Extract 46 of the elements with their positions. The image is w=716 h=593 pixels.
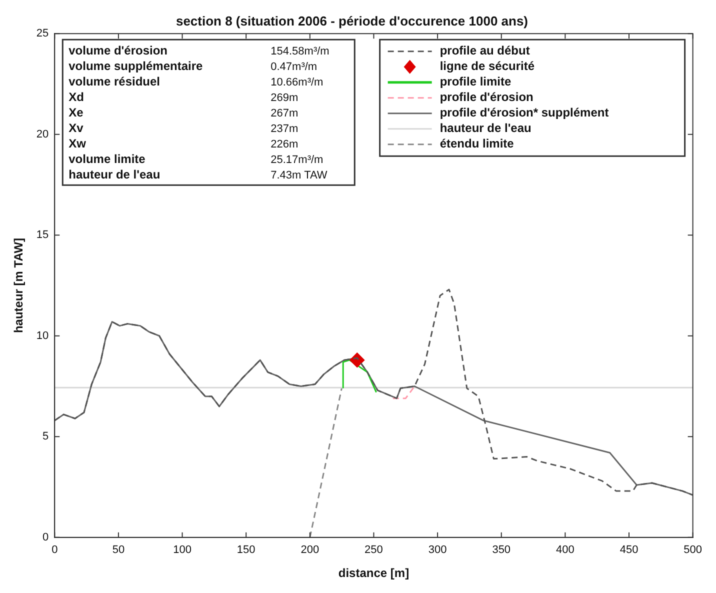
x-tick-label: 0 — [52, 544, 58, 556]
legend-label: profile au début — [440, 44, 530, 58]
annotation: 10.66m³/m — [270, 76, 324, 88]
x-tick-label: 100 — [173, 544, 192, 556]
y-tick-label: 5 — [42, 430, 49, 443]
annotation: 0.47m³/m — [270, 60, 318, 73]
x-tick-label: 350 — [492, 544, 511, 556]
x-tick-label: 450 — [620, 544, 638, 556]
annotation: 267m — [270, 107, 298, 120]
x-tick-label: 150 — [236, 544, 256, 556]
annotation: 237m — [270, 122, 298, 135]
annotation: Xd — [68, 90, 84, 104]
annotation: volume résiduel — [68, 74, 160, 89]
x-tick-label: 250 — [364, 544, 383, 556]
x-tick-label: 300 — [428, 544, 447, 556]
annotation: Xv — [68, 121, 84, 136]
x-tick-label: 200 — [300, 544, 320, 556]
y-tick-label: 0 — [42, 531, 49, 544]
annotation: Xw — [68, 136, 87, 151]
legend-label: hauteur de l'eau — [440, 121, 532, 136]
y-axis-title: hauteur [m TAW] — [12, 238, 26, 334]
x-tick-label: 500 — [684, 544, 702, 556]
y-tick-label: 10 — [36, 330, 49, 342]
annotation: 25.17m³/m — [270, 154, 324, 166]
annotation: hauteur de l'eau — [68, 168, 160, 182]
annotation: 7.43m TAW — [270, 169, 328, 182]
x-tick-label: 400 — [556, 544, 574, 556]
legend-label: profile limite — [440, 74, 512, 89]
x-axis-title: distance [m] — [338, 566, 410, 580]
line-series — [54, 288, 693, 496]
annotation: 226m — [270, 138, 298, 150]
y-tick-label: 25 — [36, 28, 49, 40]
annotation: 269m — [270, 92, 298, 104]
x-tick-label: 50 — [112, 544, 125, 556]
legend-label: profile d'érosion* supplément — [440, 106, 609, 120]
chart-title: section 8 (situation 2006 - période d'occurence 1000 ans) — [176, 13, 528, 28]
y-tick-label: 15 — [36, 229, 49, 242]
annotation: volume supplémentaire — [68, 59, 203, 74]
legend-label: ligne de sécurité — [440, 59, 535, 74]
annotation: volume limite — [68, 152, 146, 166]
annotation: volume d'érosion — [68, 44, 168, 58]
annotation: 154.58m³/m — [270, 45, 330, 58]
legend-label: profile d'érosion — [440, 90, 534, 104]
legend-label: étendu limite — [440, 136, 514, 151]
y-tick-label: 20 — [36, 128, 49, 140]
annotation: Xe — [68, 106, 84, 120]
